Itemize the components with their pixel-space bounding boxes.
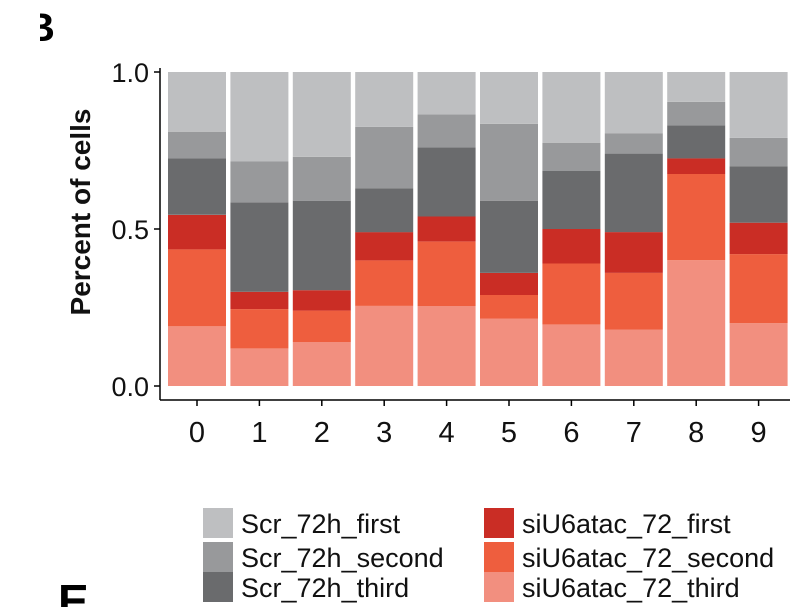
legend-swatch-Scr_72h_third bbox=[203, 572, 233, 602]
x-tick-label-4: 4 bbox=[439, 417, 455, 449]
bar-seg-3-siU6atac_72_third bbox=[355, 305, 414, 386]
legend-label-siU6atac_72_third: siU6atac_72_third bbox=[522, 573, 740, 603]
x-tick-label-9: 9 bbox=[751, 417, 767, 449]
bar-seg-8-Scr_72h_first bbox=[667, 72, 726, 102]
bar-seg-0-Scr_72h_first bbox=[168, 72, 226, 132]
bar-seg-3-siU6atac_72_second bbox=[355, 260, 414, 306]
y-tick-label-0.0: 0.0 bbox=[111, 372, 149, 402]
bar-seg-3-Scr_72h_third bbox=[355, 188, 414, 233]
legend-swatch-siU6atac_72_second bbox=[484, 542, 514, 572]
bar-seg-9-siU6atac_72_second bbox=[729, 254, 788, 324]
bar-seg-7-Scr_72h_second bbox=[604, 133, 663, 154]
bar-seg-0-siU6atac_72_second bbox=[168, 249, 226, 327]
bar-seg-3-siU6atac_72_first bbox=[355, 232, 414, 261]
x-tick-label-2: 2 bbox=[314, 417, 330, 449]
bar-seg-2-Scr_72h_second bbox=[292, 156, 351, 201]
legend-label-Scr_72h_second: Scr_72h_second bbox=[241, 543, 444, 573]
bar-seg-7-siU6atac_72_first bbox=[604, 232, 663, 273]
bar-seg-2-Scr_72h_third bbox=[292, 200, 351, 291]
bar-seg-4-siU6atac_72_first bbox=[417, 216, 476, 242]
panel-letter-b-fragment: B bbox=[40, 8, 54, 44]
bar-seg-5-Scr_72h_first bbox=[480, 72, 538, 124]
legend-swatch-Scr_72h_first bbox=[203, 508, 233, 538]
bar-seg-7-siU6atac_72_second bbox=[604, 273, 663, 330]
y-tick-label-0.5: 0.5 bbox=[111, 215, 149, 245]
bar-seg-0-siU6atac_72_first bbox=[168, 214, 226, 250]
x-tick-label-8: 8 bbox=[688, 417, 704, 449]
legend-label-Scr_72h_third: Scr_72h_third bbox=[241, 573, 409, 603]
bar-seg-9-Scr_72h_first bbox=[729, 72, 788, 138]
bar-seg-0-Scr_72h_second bbox=[168, 131, 226, 159]
bar-seg-0-Scr_72h_third bbox=[168, 158, 226, 215]
bar-seg-5-siU6atac_72_second bbox=[480, 294, 538, 319]
bar-seg-8-siU6atac_72_third bbox=[667, 260, 726, 386]
bar-seg-0-siU6atac_72_third bbox=[168, 326, 226, 386]
legend-label-siU6atac_72_first: siU6atac_72_first bbox=[522, 509, 731, 539]
bar-seg-8-siU6atac_72_first bbox=[667, 158, 726, 174]
bar-seg-2-siU6atac_72_first bbox=[292, 290, 351, 311]
bar-seg-7-siU6atac_72_third bbox=[604, 329, 663, 386]
panel-letter-e-fragment: E bbox=[58, 578, 89, 607]
bar-seg-6-Scr_72h_third bbox=[542, 170, 601, 229]
bar-seg-4-siU6atac_72_second bbox=[417, 241, 476, 306]
bar-seg-1-Scr_72h_second bbox=[230, 161, 289, 203]
bar-seg-6-siU6atac_72_second bbox=[542, 263, 601, 325]
y-tick-label-1.0: 1.0 bbox=[111, 58, 149, 88]
bar-seg-6-Scr_72h_first bbox=[542, 72, 601, 143]
bar-seg-8-Scr_72h_second bbox=[667, 101, 726, 126]
bar-seg-1-Scr_72h_first bbox=[230, 72, 289, 162]
bar-seg-8-Scr_72h_third bbox=[667, 125, 726, 159]
bar-seg-1-siU6atac_72_second bbox=[230, 309, 289, 349]
bar-seg-3-Scr_72h_first bbox=[355, 72, 414, 127]
legend-swatch-siU6atac_72_first bbox=[484, 508, 514, 538]
legend-swatch-siU6atac_72_third bbox=[484, 572, 514, 602]
legend-swatch-Scr_72h_second bbox=[203, 542, 233, 572]
bar-seg-2-siU6atac_72_third bbox=[292, 342, 351, 386]
bar-seg-7-Scr_72h_third bbox=[604, 153, 663, 233]
bar-seg-4-Scr_72h_first bbox=[417, 72, 476, 115]
bar-seg-1-Scr_72h_third bbox=[230, 202, 289, 292]
bar-seg-1-siU6atac_72_third bbox=[230, 348, 289, 386]
bar-seg-2-Scr_72h_first bbox=[292, 72, 351, 157]
bar-seg-5-siU6atac_72_first bbox=[480, 273, 538, 295]
bar-seg-1-siU6atac_72_first bbox=[230, 291, 289, 310]
x-tick-label-6: 6 bbox=[563, 417, 579, 449]
bar-seg-5-Scr_72h_third bbox=[480, 200, 538, 273]
bar-seg-4-Scr_72h_second bbox=[417, 114, 476, 148]
legend-label-siU6atac_72_second: siU6atac_72_second bbox=[522, 543, 774, 573]
bar-seg-2-siU6atac_72_second bbox=[292, 310, 351, 342]
bar-seg-8-siU6atac_72_second bbox=[667, 174, 726, 261]
bar-seg-5-Scr_72h_second bbox=[480, 123, 538, 201]
bar-seg-4-Scr_72h_third bbox=[417, 147, 476, 217]
bar-seg-4-siU6atac_72_third bbox=[417, 305, 476, 386]
bar-seg-9-Scr_72h_second bbox=[729, 137, 788, 167]
bar-seg-5-siU6atac_72_third bbox=[480, 318, 538, 386]
bar-seg-6-siU6atac_72_first bbox=[542, 229, 601, 264]
x-tick-label-1: 1 bbox=[251, 417, 267, 449]
bar-seg-9-siU6atac_72_third bbox=[729, 323, 788, 386]
bar-seg-6-Scr_72h_second bbox=[542, 142, 601, 171]
x-tick-label-7: 7 bbox=[626, 417, 642, 449]
x-tick-label-0: 0 bbox=[189, 417, 205, 449]
x-tick-label-5: 5 bbox=[501, 417, 517, 449]
x-tick-label-3: 3 bbox=[376, 417, 392, 449]
legend-label-Scr_72h_first: Scr_72h_first bbox=[241, 509, 401, 539]
bar-seg-9-Scr_72h_third bbox=[729, 166, 788, 223]
bar-seg-3-Scr_72h_second bbox=[355, 126, 414, 189]
bar-seg-7-Scr_72h_first bbox=[604, 72, 663, 134]
y-axis-title: Percent of cells bbox=[65, 109, 96, 316]
bar-seg-6-siU6atac_72_third bbox=[542, 324, 601, 386]
bar-seg-9-siU6atac_72_first bbox=[729, 222, 788, 255]
